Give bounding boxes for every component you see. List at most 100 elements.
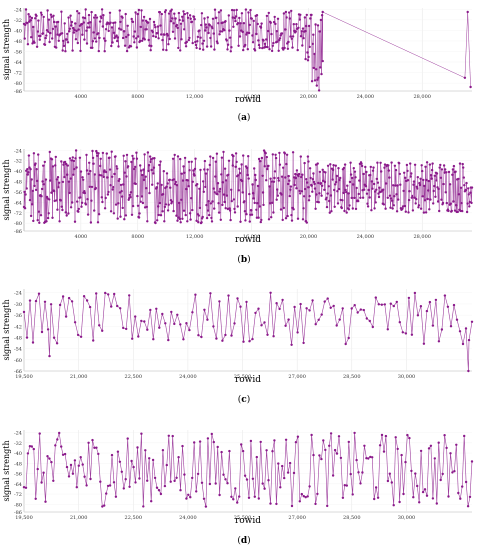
data-point — [304, 57, 307, 61]
data-point — [440, 328, 444, 331]
data-point — [159, 214, 163, 217]
data-point — [312, 180, 316, 184]
data-point — [125, 49, 129, 53]
x-tick-label: 19,500 — [15, 515, 33, 521]
data-point — [290, 37, 293, 40]
data-point — [305, 24, 308, 28]
data-point — [251, 34, 254, 37]
data-point — [449, 202, 452, 205]
data-point — [451, 471, 454, 474]
data-point — [277, 176, 280, 180]
data-point — [196, 183, 199, 186]
data-point — [206, 209, 210, 212]
data-point — [430, 168, 434, 172]
data-point — [345, 484, 348, 487]
data-point — [221, 21, 225, 24]
data-point — [289, 185, 293, 188]
data-point — [109, 184, 112, 187]
data-point — [122, 487, 126, 490]
data-point — [158, 11, 162, 14]
data-point — [45, 29, 49, 32]
data-point — [422, 211, 426, 214]
data-point — [294, 441, 298, 444]
data-point — [123, 218, 126, 221]
data-point — [316, 24, 320, 27]
data-point — [228, 36, 232, 39]
data-point — [109, 210, 113, 213]
data-point — [459, 186, 463, 189]
data-point — [172, 22, 175, 25]
data-point — [325, 196, 328, 199]
data-point — [445, 201, 448, 205]
data-point — [467, 369, 470, 373]
data-point — [313, 52, 316, 56]
data-point — [353, 304, 356, 307]
data-point — [34, 162, 37, 165]
data-point — [422, 178, 425, 182]
data-point — [154, 221, 157, 225]
data-point — [299, 13, 302, 16]
data-point — [245, 478, 249, 481]
data-point — [143, 320, 146, 323]
data-point — [285, 16, 288, 19]
data-point — [334, 164, 337, 167]
data-point — [395, 300, 398, 304]
data-point — [264, 152, 267, 155]
data-point — [173, 37, 177, 40]
data-point — [107, 29, 110, 33]
data-point — [284, 438, 288, 441]
data-point — [68, 157, 72, 160]
data-point — [263, 165, 266, 168]
data-point — [84, 8, 87, 11]
data-point — [361, 471, 364, 474]
data-point — [211, 156, 215, 160]
data-point — [270, 49, 274, 53]
x-tick-label: 4000 — [75, 94, 88, 100]
data-point — [318, 170, 322, 174]
data-point — [48, 150, 51, 154]
data-point — [217, 211, 221, 214]
data-point — [61, 180, 65, 184]
data-point — [253, 49, 257, 52]
data-point — [171, 157, 175, 160]
data-point — [196, 40, 199, 43]
data-point — [329, 432, 333, 435]
y-tick-label: -40 — [14, 169, 22, 175]
data-point — [200, 335, 203, 339]
data-point — [423, 488, 427, 491]
data-point — [468, 495, 472, 499]
data-point — [173, 153, 176, 157]
data-point — [251, 477, 255, 480]
data-point — [317, 201, 320, 204]
data-point — [359, 196, 362, 199]
data-point — [289, 188, 292, 191]
data-point — [73, 321, 77, 324]
data-point — [139, 39, 142, 43]
data-point — [45, 220, 48, 223]
data-point — [164, 322, 167, 325]
data-point — [102, 37, 106, 40]
data-point — [406, 179, 410, 182]
data-point — [35, 168, 38, 171]
data-point — [91, 438, 94, 442]
data-point — [42, 471, 45, 474]
data-point — [59, 199, 62, 202]
data-point — [312, 453, 315, 457]
data-point — [369, 165, 372, 169]
data-point — [271, 44, 274, 47]
data-point — [166, 209, 170, 212]
data-point — [121, 16, 124, 19]
data-point — [265, 155, 268, 159]
data-point — [136, 194, 139, 198]
data-point — [150, 44, 153, 48]
data-point — [54, 155, 57, 159]
data-point — [351, 493, 354, 496]
data-point — [380, 433, 384, 437]
x-axis-title: rowid — [235, 235, 261, 245]
data-point — [116, 167, 119, 170]
data-point — [77, 207, 81, 211]
data-point — [352, 183, 355, 186]
data-point — [60, 32, 64, 35]
data-point — [461, 342, 465, 346]
data-point — [336, 190, 339, 193]
